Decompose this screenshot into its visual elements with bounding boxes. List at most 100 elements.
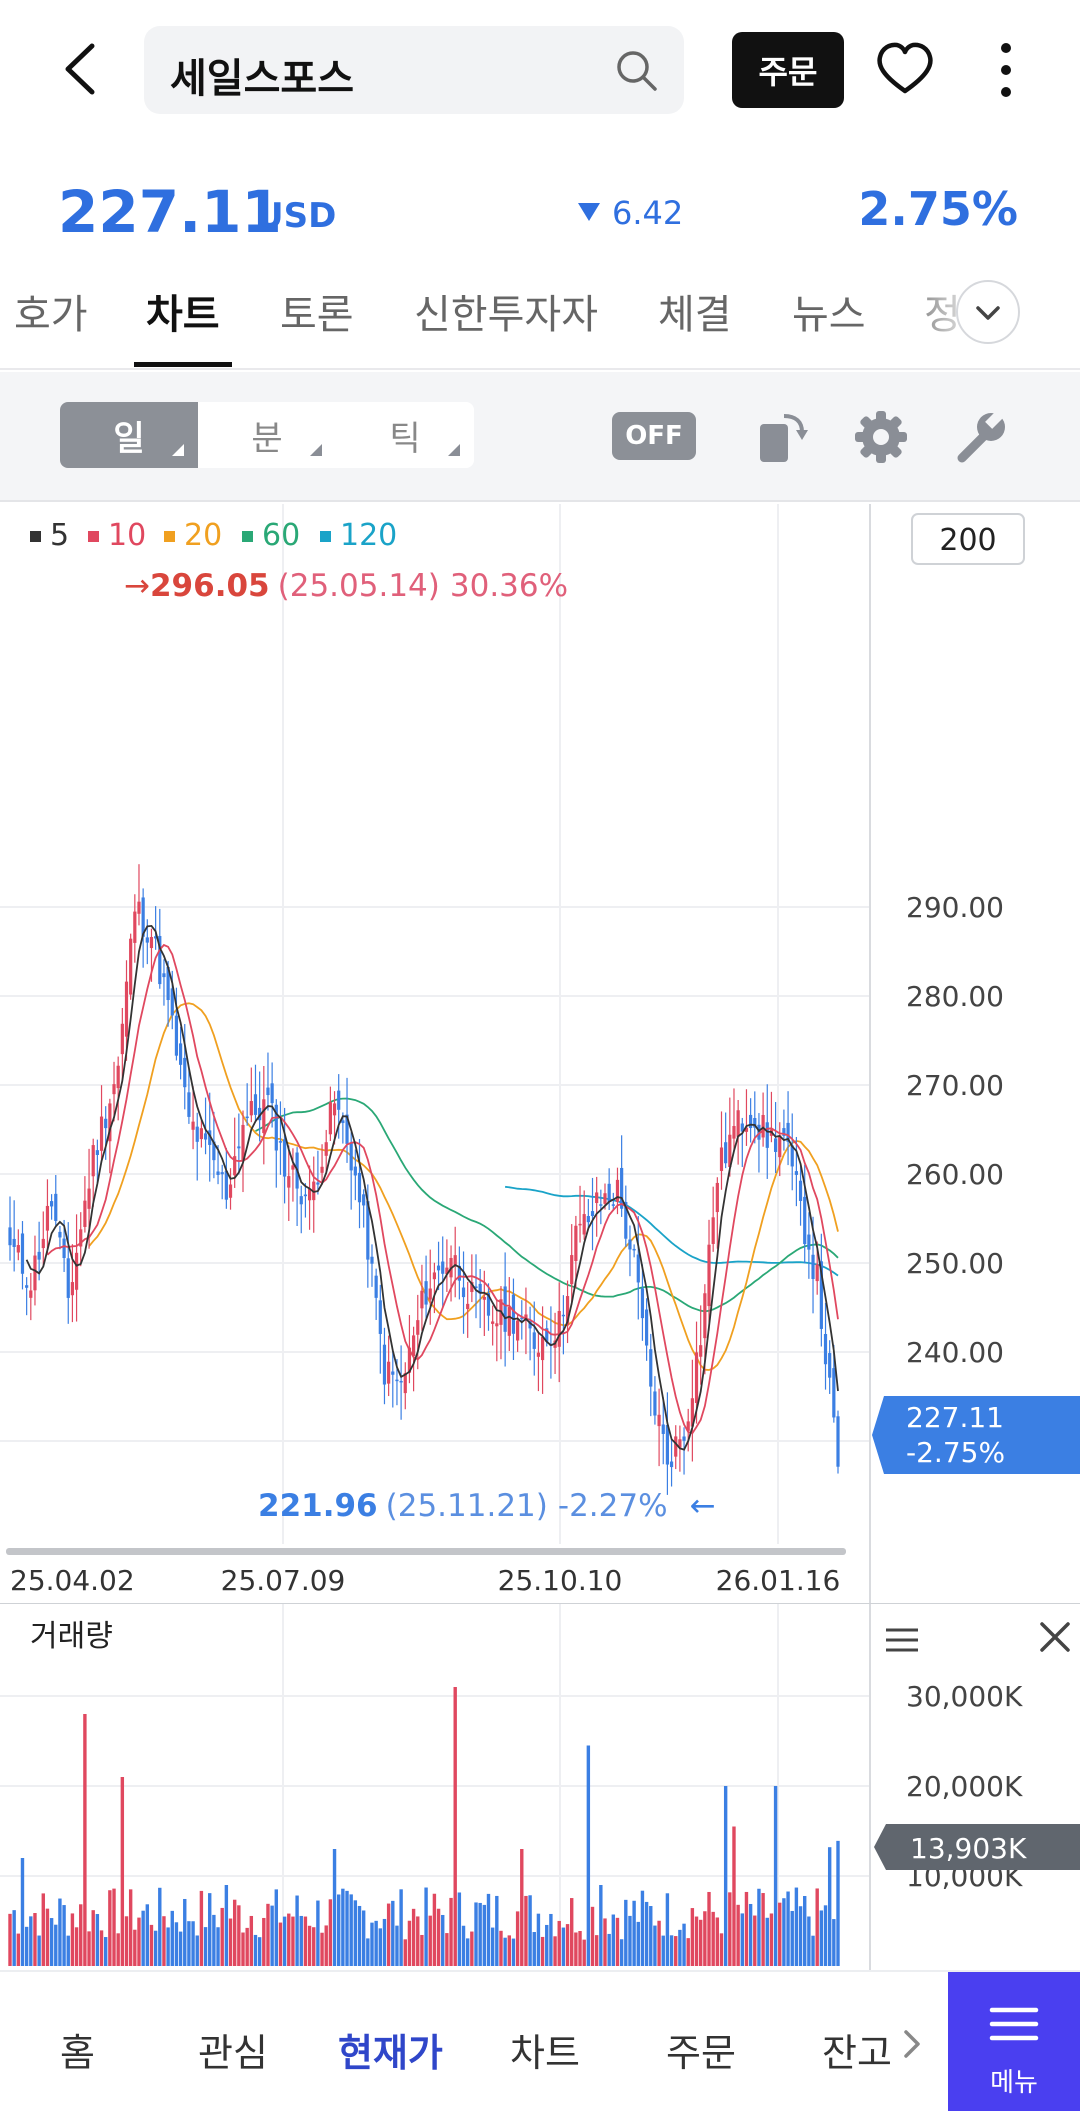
candle-count-box[interactable]: 200 [911,513,1025,565]
candle-body [345,1114,349,1144]
period-minute[interactable]: 분 [198,402,336,468]
quote-summary: 227.11 USD 6.42 2.75% [0,160,1080,250]
nav-balance[interactable]: 잔고 [822,2031,892,2075]
volume-bar [441,1914,445,1966]
low-value: 221.96 [258,1488,378,1524]
tab-trades[interactable]: 체결 [658,292,732,338]
volume-bar [320,1932,324,1966]
candle-body [291,1165,295,1170]
candle-body [357,1172,362,1203]
current-price: 227.11 [58,178,282,246]
candle-body [511,1294,516,1334]
volume-bar [761,1893,765,1966]
volume-bar [661,1935,665,1966]
currency-label: USD [256,196,337,236]
nav-home[interactable]: 홈 [60,2031,95,2075]
candle-body [740,1123,744,1132]
volume-bar [615,1917,620,1966]
nav-order[interactable]: 주문 [666,2031,736,2075]
volume-bar [253,1934,258,1966]
volume-bar [445,1933,449,1966]
candle-body [482,1296,486,1300]
candle-body [445,1267,449,1275]
candle-body [370,1256,374,1264]
candle-body [815,1264,819,1282]
menu-button[interactable]: 메뉴 [948,1972,1080,2111]
candle-body [199,1128,203,1140]
tab-hoga[interactable]: 호가 [14,292,88,338]
volume-bar [628,1915,632,1966]
candle-body [486,1293,491,1316]
volume-bar [611,1914,616,1966]
nav-chart[interactable]: 차트 [510,2031,580,2075]
candle-body [262,1099,266,1134]
gear-icon[interactable] [852,408,910,466]
chevron-right-icon[interactable] [898,2018,926,2070]
volume-menu-button[interactable] [886,1628,918,1652]
candle-body [299,1196,303,1205]
candle-body [162,973,166,978]
volume-bar [120,1777,125,1966]
volume-bar [682,1923,686,1966]
candle-body [66,1258,70,1298]
volume-bar [208,1893,212,1966]
tab-discussion[interactable]: 토론 [280,292,354,338]
corner-triangle-icon [172,444,184,456]
candle-body [703,1293,707,1339]
candle-body [41,1238,45,1249]
candle-body [620,1167,624,1209]
volume-bar [291,1916,295,1966]
nav-current-price[interactable]: 현재가 [338,2031,443,2075]
ma-10-line [46,943,839,1435]
more-button[interactable] [990,40,1022,100]
current-price-tag-rate: -2.75% [906,1436,1005,1469]
volume-bar [145,1904,150,1966]
price-chart[interactable]: 290.00280.00270.00260.00250.00240.00230.… [0,504,1080,1604]
period-tick[interactable]: 틱 [336,402,474,468]
volume-close-button[interactable] [1040,1622,1070,1652]
tab-chart[interactable]: 차트 [146,292,220,338]
volume-bar [420,1934,424,1966]
nav-watchlist[interactable]: 관심 [198,2031,268,2075]
low-annotation: 221.96 (25.11.21) -2.27% ← [258,1488,716,1524]
candle-body [50,1201,54,1207]
volume-bar [374,1920,378,1966]
volume-bar [827,1847,832,1966]
volume-bar [337,1894,341,1966]
volume-bar [249,1915,254,1966]
volume-bar [424,1887,428,1966]
candle-body [565,1296,570,1326]
candle-body [382,1344,387,1385]
volume-bar [49,1918,54,1966]
candle-body [582,1214,586,1235]
chart-scrollbar[interactable] [6,1548,846,1555]
volume-bar [794,1887,799,1966]
period-day-label: 일 [113,418,145,459]
tab-more-button[interactable] [956,280,1020,344]
indicator-toggle-off[interactable]: OFF [612,412,696,460]
tab-shinhan-investors[interactable]: 신한투자자 [414,292,598,338]
volume-bar [686,1938,690,1966]
candle-body [245,1116,249,1119]
candle-body [87,1188,91,1209]
period-day[interactable]: 일 [60,402,198,468]
current-price-tag: 227.11 -2.75% [872,1396,1080,1474]
rotate-screen-icon[interactable] [754,408,812,466]
tab-news[interactable]: 뉴스 [792,292,866,338]
order-button[interactable]: 주문 [732,32,844,108]
stock-search-box[interactable]: 세일스포스 [144,26,684,114]
volume-bar [158,1887,162,1966]
wrench-icon[interactable] [952,408,1010,466]
volume-bar [465,1938,470,1966]
volume-bar [773,1786,778,1966]
search-icon[interactable] [614,48,660,94]
favorite-button[interactable] [874,38,936,100]
candle-body [303,1194,308,1197]
volume-bar [632,1900,636,1966]
back-button[interactable] [52,36,108,102]
ma-legend: 5 10 20 60 120 [30,518,397,553]
volume-bar [474,1902,478,1966]
candle-body [761,1114,765,1138]
volume-bar [728,1892,732,1966]
